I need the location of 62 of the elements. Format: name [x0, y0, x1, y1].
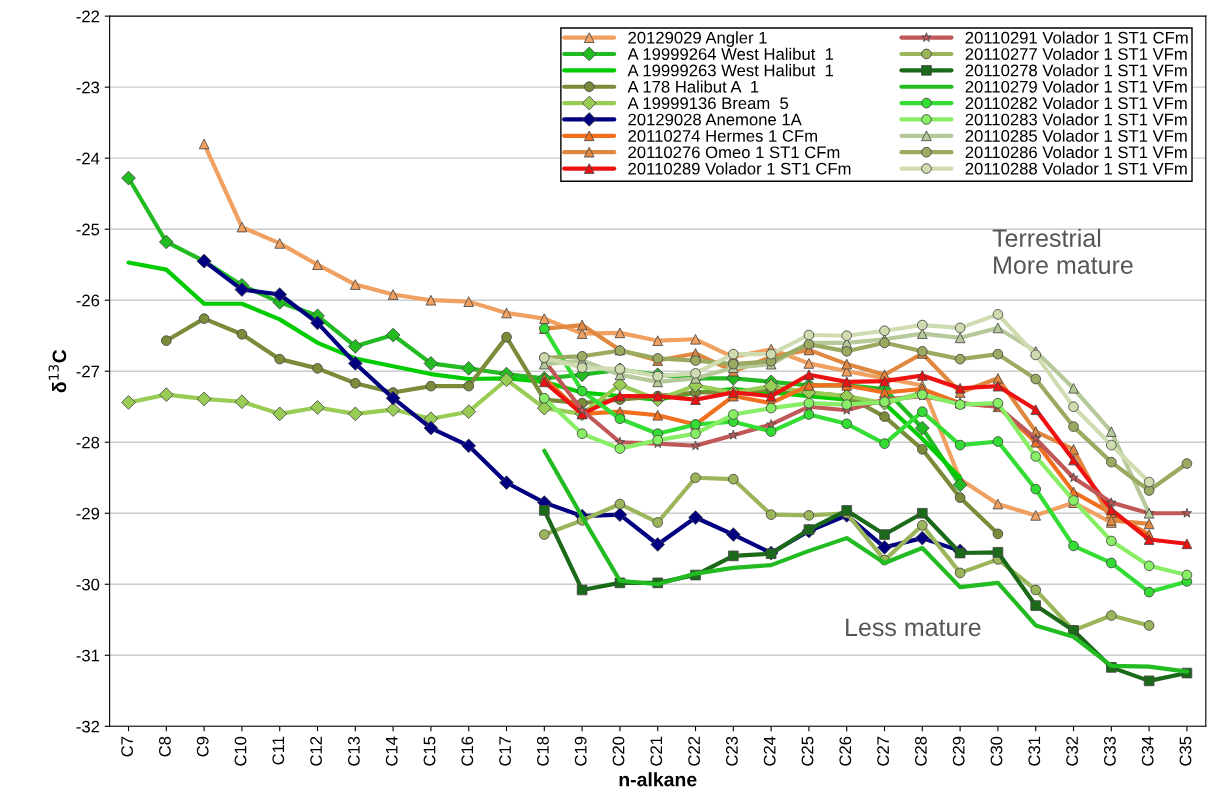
x-tick-label: C17	[499, 736, 511, 766]
x-tick-label: C30	[990, 736, 1003, 766]
y-tick-label: -22	[76, 10, 100, 23]
legend-label: 20110291 Volador 1 ST1 CFm	[965, 31, 1188, 44]
x-tick-label: C34	[1141, 736, 1154, 766]
x-tick-label: C11	[272, 736, 285, 765]
x-tick-label: C27	[877, 736, 889, 766]
x-tick-label: C23	[725, 736, 738, 766]
annotation: Terrestrial More mature	[992, 228, 1133, 274]
legend-label: 20110276 Omeo 1 ST1 CFm	[628, 146, 840, 159]
legend-label: 20110279 Volador 1 ST1 VFm	[965, 80, 1187, 93]
x-tick-label: C15	[423, 736, 436, 766]
y-tick-label: -30	[76, 578, 100, 591]
x-tick-label: C7	[121, 736, 133, 757]
x-tick-label: C22	[688, 736, 700, 766]
x-tick-label: C16	[461, 736, 474, 766]
legend-label: 20129028 Anemone 1A	[628, 113, 802, 126]
y-tick-label: -29	[76, 507, 100, 520]
x-tick-label: C24	[763, 736, 776, 766]
y-axis-title: δ$^{13}$C	[48, 349, 67, 393]
y-tick-label: -28	[76, 436, 100, 449]
legend-label: A 19999264 West Halibut 1	[627, 47, 834, 60]
x-tick-label: C28	[914, 736, 927, 766]
x-tick-label: C8	[158, 736, 171, 757]
annotation: Less mature	[846, 618, 981, 637]
y-tick-label: -27	[76, 365, 100, 378]
legend-label: A 178 Halibut A 1	[627, 80, 759, 93]
y-tick-label: -31	[76, 649, 100, 662]
x-tick-label: C21	[650, 736, 663, 766]
x-tick-label: C33	[1103, 736, 1116, 766]
x-tick-label: C25	[801, 736, 814, 766]
x-tick-label: C10	[234, 736, 247, 766]
legend-label: A 19999136 Bream 5	[627, 97, 789, 110]
legend-label: 20110286 Volador 1 ST1 VFm	[965, 145, 1187, 159]
x-tick-label: C32	[1066, 736, 1078, 766]
legend-label: A 19999263 West Halibut 1	[627, 64, 834, 77]
x-tick-label: C13	[347, 736, 360, 766]
x-tick-label: C31	[1028, 736, 1041, 766]
legend-label: 20110283 Volador 1 ST1 VFm	[965, 113, 1187, 126]
legend-label: 20110274 Hermes 1 CFm	[628, 130, 817, 142]
y-tick-label: -23	[76, 81, 100, 94]
x-tick-label: C20	[612, 736, 625, 766]
x-axis-title: n-alkane	[619, 772, 697, 787]
x-tick-label: C12	[310, 736, 322, 766]
x-tick-label: C19	[574, 736, 587, 766]
legend-label: 20110278 Volador 1 ST1 VFm	[965, 64, 1187, 77]
x-tick-label: C26	[839, 736, 852, 766]
x-tick-label: C29	[952, 736, 965, 766]
legend-label: 20110285 Volador 1 ST1 VFm	[965, 129, 1187, 142]
x-tick-label: C35	[1179, 736, 1192, 766]
y-tick-label: -32	[76, 720, 100, 733]
legend-label: 20110289 Volador 1 ST1 CFm	[628, 162, 851, 175]
x-tick-label: C18	[536, 736, 549, 766]
x-tick-label: C9	[196, 736, 209, 757]
y-tick-label: -26	[76, 294, 100, 307]
y-tick-label: -25	[76, 223, 100, 236]
legend-label: 20129029 Angler 1	[628, 31, 767, 47]
legend-label: 20110277 Volador 1 ST1 VFm	[965, 47, 1187, 60]
x-tick-label: C14	[385, 736, 398, 766]
y-tick-label: -24	[76, 152, 100, 165]
legend-label: 20110288 Volador 1 ST1 VFm	[965, 162, 1187, 175]
legend-label: 20110282 Volador 1 ST1 VFm	[965, 96, 1187, 110]
